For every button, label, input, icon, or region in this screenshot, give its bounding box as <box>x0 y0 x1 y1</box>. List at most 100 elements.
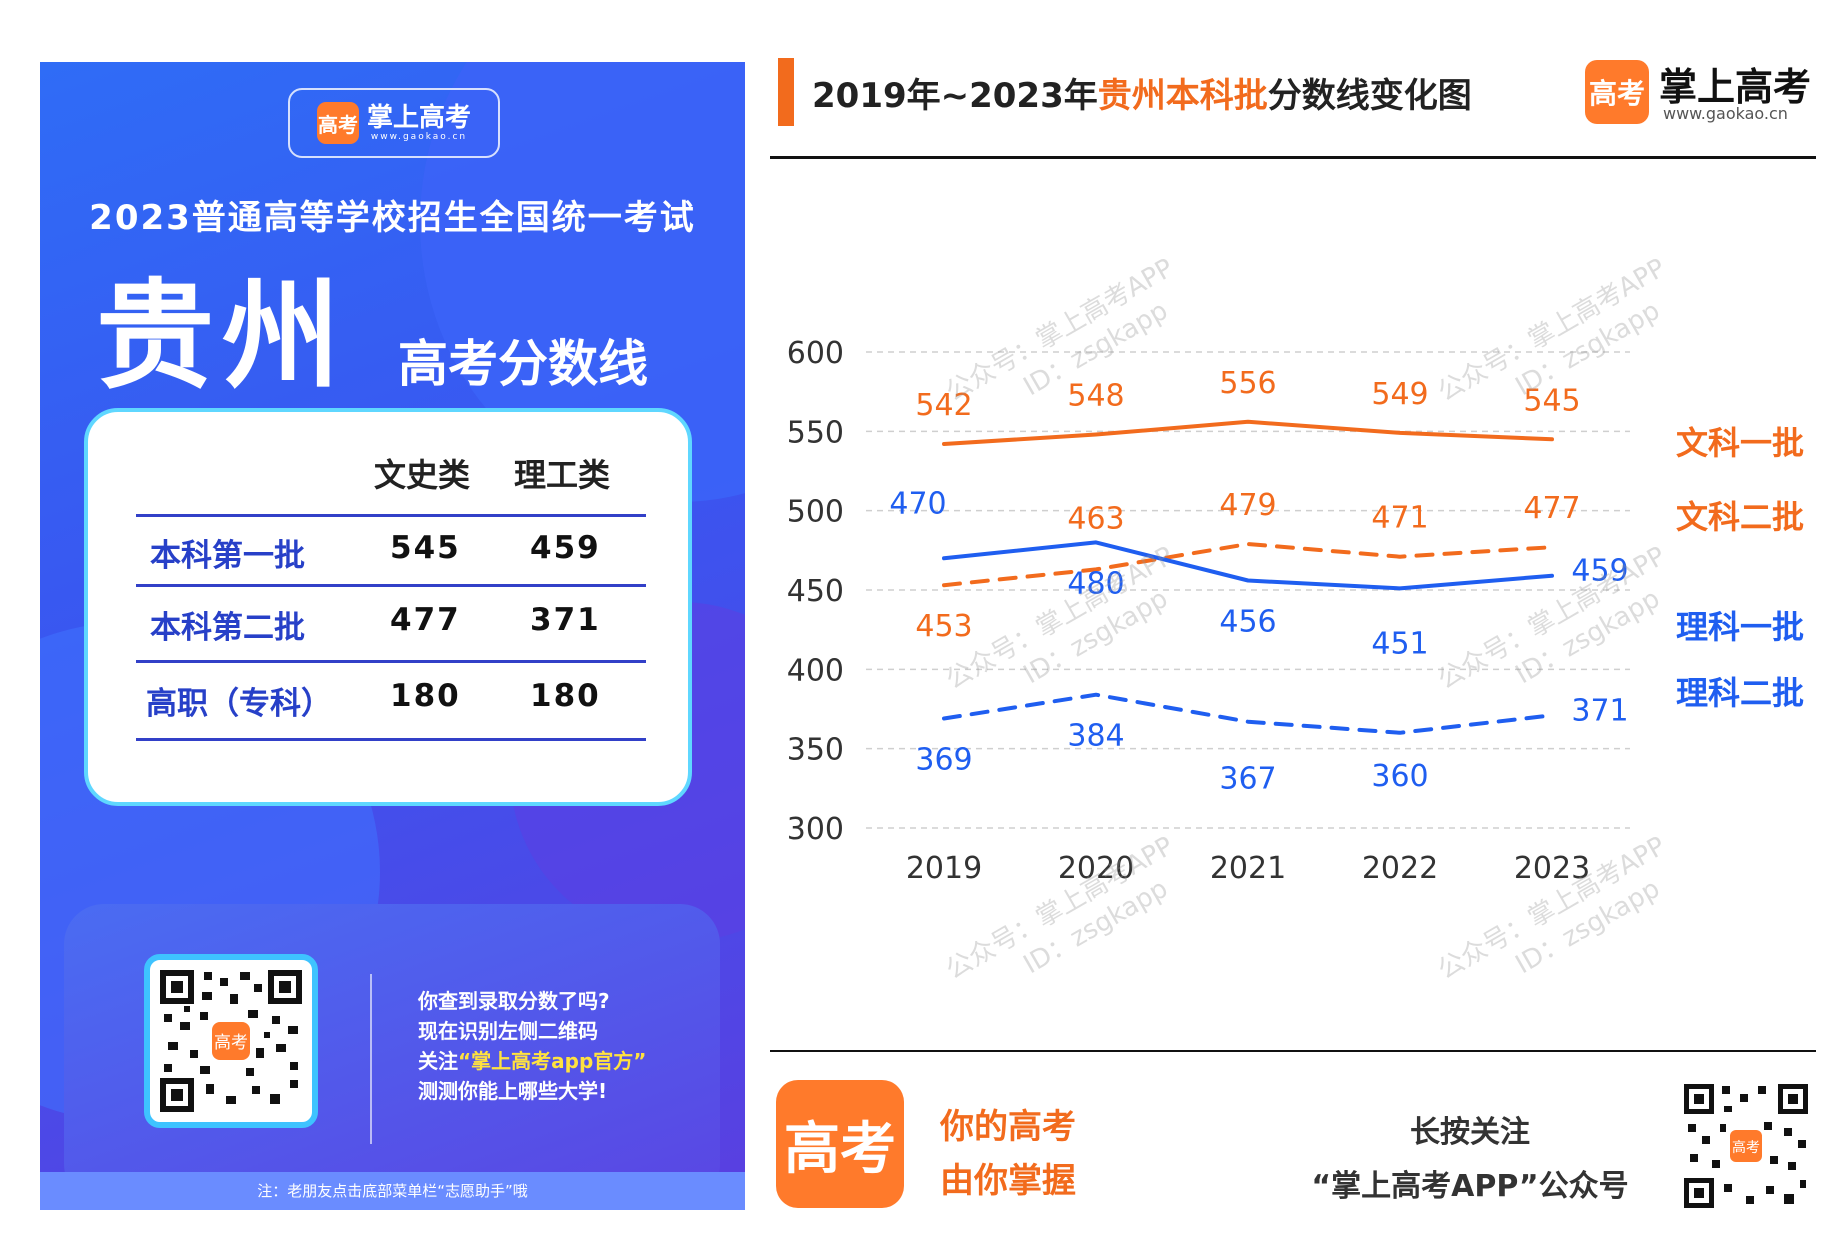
qr-code-icon: 高考 <box>1684 1084 1808 1208</box>
poster-footnote: 注：老朋友点击底部菜单栏“志愿助手”哦 <box>40 1172 745 1210</box>
data-label: 463 <box>1067 501 1124 536</box>
data-label: 367 <box>1219 762 1276 797</box>
promo-pre: 关注 <box>418 1049 458 1073</box>
follow-line: “掌上高考APP”公众号 <box>1311 1169 1629 1204</box>
table-row: 本科第一批 545 459 <box>88 530 688 590</box>
data-label: 545 <box>1523 383 1580 418</box>
row-label: 本科第二批 <box>150 610 305 646</box>
score-wenshi: 180 <box>390 678 461 714</box>
row-divider <box>136 738 646 741</box>
poster-logo: 高考 掌上高考 www.gaokao.cn <box>288 88 500 158</box>
series-label-wenke-2: 文科二批 <box>1676 498 1805 536</box>
divider <box>370 974 372 1144</box>
qr-mark-text: 高考 <box>214 1033 248 1053</box>
slogan-line: 你的高考 <box>940 1107 1076 1147</box>
data-label: 556 <box>1219 366 1276 401</box>
promo-line: 关注“掌上高考app官方” <box>418 1046 646 1076</box>
poster-subtitle: 高考分数线 <box>398 335 648 393</box>
data-label: 451 <box>1371 626 1428 661</box>
y-tick-label: 300 <box>787 812 844 847</box>
promo-line: 测测你能上哪些大学! <box>418 1079 608 1103</box>
table-row: 本科第二批 477 371 <box>88 602 688 662</box>
data-label: 548 <box>1067 379 1124 414</box>
row-divider <box>136 660 646 663</box>
title-post: 分数线变化图 <box>1267 76 1472 116</box>
header-brand: 掌上高考 <box>1659 65 1812 109</box>
header-url: www.gaokao.cn <box>1663 104 1788 123</box>
data-label: 480 <box>1067 566 1124 601</box>
series-label-wenke-1: 文科一批 <box>1676 424 1805 462</box>
data-label: 369 <box>915 743 972 778</box>
data-label: 360 <box>1371 759 1428 794</box>
province-title: 贵州 <box>96 267 349 405</box>
data-label: 549 <box>1371 377 1428 412</box>
line-chart: 300 350 400 450 500 550 600 2019 2020 2021 2022 202… <box>787 336 1630 886</box>
data-label: 384 <box>1067 719 1124 754</box>
chart-title: 2019年~2023年贵州本科批分数线变化图 <box>812 68 1472 117</box>
row-divider <box>136 584 646 587</box>
table-row: 高职（专科） 180 180 <box>88 678 688 738</box>
series-line <box>942 692 1554 735</box>
row-label: 高职（专科） <box>146 686 332 722</box>
poster: 高考 掌上高考 www.gaokao.cn 2023普通高等学校招生全国统一考试… <box>40 62 745 1210</box>
footer-rule <box>770 1050 1816 1052</box>
y-tick-label: 500 <box>787 495 844 530</box>
row-divider <box>136 514 646 517</box>
poster-brand: 掌上高考 <box>366 103 471 133</box>
data-label: 471 <box>1371 501 1428 536</box>
follow-line: 长按关注 <box>1410 1115 1530 1150</box>
score-ligong: 371 <box>530 602 601 638</box>
data-label: 456 <box>1219 604 1276 639</box>
qr-code-icon: 高考 <box>160 970 302 1112</box>
data-label: 542 <box>915 388 972 423</box>
follow-text: 长按关注 “掌上高考APP”公众号 <box>1290 1106 1650 1214</box>
data-label: 477 <box>1523 491 1580 526</box>
header-rule <box>770 156 1816 159</box>
promo-highlight: “掌上高考app官方” <box>458 1049 647 1073</box>
data-label: 470 <box>889 486 946 521</box>
x-tick-label: 2021 <box>1210 851 1286 886</box>
promo-panel: 高考 你查到录取分数了吗? 现在识别左侧二维码 关注“掌上高考app官方” 测测… <box>64 904 720 1204</box>
footer-logo-icon: 高考 <box>776 1080 904 1208</box>
col-header-wenshi: 文史类 <box>374 456 471 494</box>
y-tick-label: 350 <box>787 733 844 768</box>
qr-mark-text: 高考 <box>1732 1139 1760 1156</box>
y-tick-label: 400 <box>787 653 844 688</box>
series-line <box>942 542 1554 588</box>
data-label: 371 <box>1571 693 1628 728</box>
slogan-line: 由你掌握 <box>940 1161 1076 1201</box>
series-label-like-1: 理科一批 <box>1676 608 1805 646</box>
y-tick-label: 450 <box>787 574 844 609</box>
title-pre: 2019年~2023年 <box>812 76 1098 116</box>
promo-line: 现在识别左侧二维码 <box>418 1019 598 1043</box>
score-ligong: 180 <box>530 678 601 714</box>
qr-code[interactable]: 高考 <box>144 954 318 1128</box>
series-label-like-2: 理科二批 <box>1676 674 1805 712</box>
title-highlight: 贵州本科批 <box>1097 76 1268 116</box>
footer-qr-code[interactable]: 高考 <box>1684 1084 1808 1208</box>
col-header-ligong: 理工类 <box>514 456 611 494</box>
score-wenshi: 545 <box>390 530 461 566</box>
score-wenshi: 477 <box>390 602 461 638</box>
x-tick-label: 2019 <box>906 851 982 886</box>
promo-text: 你查到录取分数了吗? 现在识别左侧二维码 关注“掌上高考app官方” 测测你能上… <box>418 986 646 1106</box>
y-tick-label: 550 <box>787 415 844 450</box>
gaokao-logo-icon: 高考 <box>316 102 359 144</box>
x-tick-label: 2023 <box>1514 851 1590 886</box>
data-label: 479 <box>1219 488 1276 523</box>
slogan: 你的高考 由你掌握 <box>940 1100 1076 1208</box>
promo-line: 你查到录取分数了吗? <box>418 989 610 1013</box>
header-logo: 高考 掌上高考 www.gaokao.cn <box>1585 56 1825 132</box>
data-label: 459 <box>1571 554 1628 589</box>
y-tick-label: 600 <box>787 336 844 371</box>
exam-title: 2023普通高等学校招生全国统一考试 <box>89 198 696 238</box>
title-accent-bar <box>778 58 794 126</box>
score-table: 文史类 理工类 本科第一批 545 459 本科第二批 477 371 高职（专… <box>84 408 692 806</box>
gaokao-logo-icon: 高考 <box>1585 60 1649 124</box>
series-line <box>942 419 1554 446</box>
x-tick-label: 2022 <box>1362 851 1438 886</box>
poster-url: www.gaokao.cn <box>370 132 468 142</box>
data-label: 453 <box>915 609 972 644</box>
score-ligong: 459 <box>530 530 601 566</box>
x-tick-label: 2020 <box>1058 851 1134 886</box>
